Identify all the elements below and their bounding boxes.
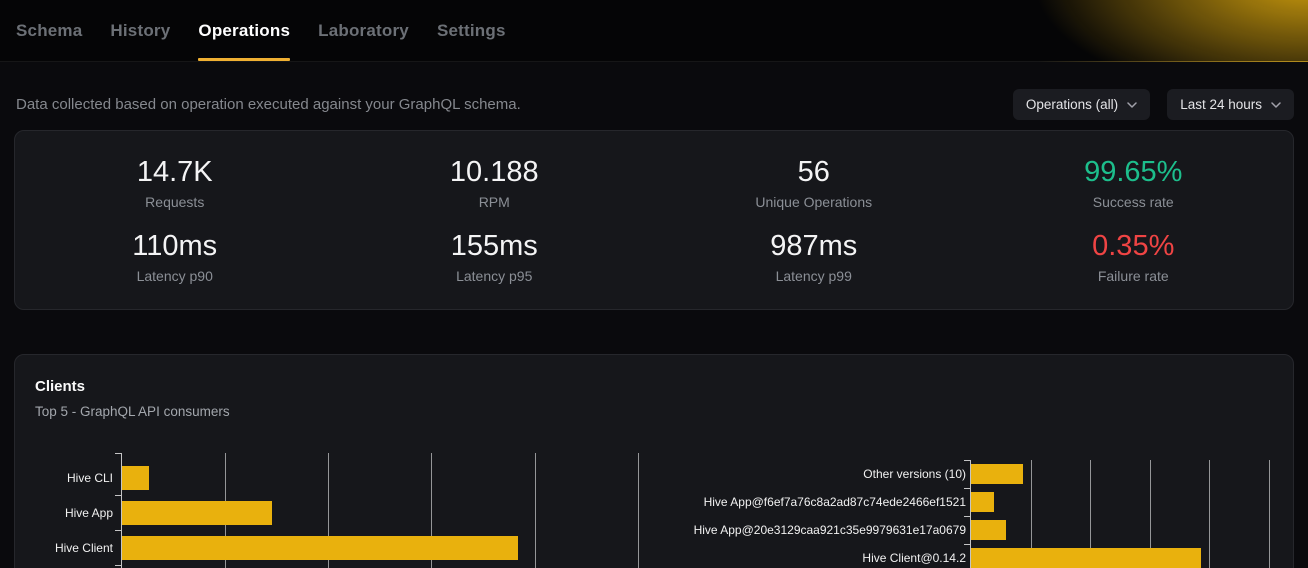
gridline: [534, 453, 536, 568]
chart-category-label: Hive App@20e3129caa921c35e9979631e17a067…: [693, 523, 966, 537]
tab-settings[interactable]: Settings: [436, 20, 506, 40]
tab-laboratory[interactable]: Laboratory: [318, 20, 409, 40]
stat-label: Requests: [145, 194, 205, 210]
stat-value: 155ms: [450, 230, 538, 262]
clients-card-subtitle: Top 5 - GraphQL API consumers: [35, 404, 230, 419]
stat-value: 56: [797, 156, 830, 188]
chart-plot-area: [115, 453, 648, 568]
operations-filter-label: Operations (all): [1025, 97, 1119, 112]
chart-row: [971, 544, 1287, 568]
operations-filter-dropdown[interactable]: Operations (all): [1012, 89, 1151, 120]
client-usage-bar[interactable]: [971, 520, 1006, 540]
gridline: [1209, 460, 1211, 568]
toolbar: Data collected based on operation execut…: [16, 89, 1294, 120]
client-usage-bar[interactable]: [122, 465, 149, 490]
client-usage-bar[interactable]: [971, 492, 994, 512]
stat-label: Latency p95: [456, 268, 533, 284]
stat-value: 99.65%: [1084, 156, 1183, 188]
gridline: [1269, 460, 1271, 568]
stat-latency-p90: 110ms Latency p90: [15, 229, 335, 285]
chart-category-label: Hive App@f6ef7a76c8a2ad87c74ede2466ef152…: [703, 495, 966, 509]
tab-operations[interactable]: Operations: [198, 0, 290, 61]
gridline: [431, 453, 433, 568]
gridline: [1149, 460, 1151, 568]
chart-row: [964, 460, 1287, 489]
tab-schema[interactable]: Schema: [16, 20, 83, 40]
chart-category-label: Hive Client@0.14.2: [862, 551, 966, 565]
stat-failure-rate: 0.35% Failure rate: [974, 229, 1294, 285]
stat-label: RPM: [478, 194, 510, 210]
stat-value: 110ms: [132, 230, 218, 262]
stat-value: 10.188: [449, 156, 539, 188]
clients-card-title: Clients: [35, 378, 86, 395]
gridline: [328, 453, 330, 568]
stat-value: 14.7K: [136, 156, 213, 188]
chart-row: [115, 460, 648, 496]
chart-row: [115, 530, 648, 566]
chart-row: [964, 516, 1287, 545]
stat-value: 987ms: [770, 230, 858, 262]
top-nav: Schema History Operations Laboratory Set…: [0, 0, 1308, 62]
stat-latency-p95: 155ms Latency p95: [335, 229, 655, 285]
time-range-label: Last 24 hours: [1180, 97, 1262, 112]
clients-by-version-chart: Other versions (10) Hive App@f6ef7a76c8a2…: [648, 460, 1287, 568]
chart-plot-area: [964, 460, 1287, 568]
stat-label: Failure rate: [1097, 268, 1169, 284]
chart-category-label: Hive Client: [54, 540, 113, 555]
stat-label: Latency p90: [136, 268, 213, 284]
stat-label: Unique Operations: [755, 194, 873, 210]
stat-value: 0.35%: [1092, 230, 1175, 262]
stat-unique-operations: 56 Unique Operations: [654, 155, 974, 211]
stat-label: Success rate: [1092, 194, 1174, 210]
gridline: [1030, 460, 1032, 568]
chart-row: [964, 488, 1287, 517]
page-description: Data collected based on operation execut…: [16, 96, 521, 113]
chart-category-label: Other versions (10): [863, 467, 966, 481]
gridline: [637, 453, 639, 568]
clients-by-name-chart: Hive CLI Hive App Hive Client: [35, 453, 648, 568]
client-usage-bar[interactable]: [971, 464, 1023, 484]
client-usage-bar[interactable]: [122, 535, 519, 560]
client-usage-bar[interactable]: [971, 548, 1201, 568]
gridline: [1090, 460, 1092, 568]
stat-label: Latency p99: [775, 268, 852, 284]
clients-card: Clients Top 5 - GraphQL API consumers Hi…: [14, 354, 1294, 568]
client-usage-bar[interactable]: [122, 500, 272, 525]
stat-latency-p99: 987ms Latency p99: [654, 229, 974, 285]
stat-requests: 14.7K Requests: [15, 155, 335, 211]
time-range-dropdown[interactable]: Last 24 hours: [1167, 89, 1294, 120]
stats-overview-card: 14.7K Requests 10.188 RPM 56 Unique Oper…: [14, 130, 1294, 310]
chevron-down-icon: [1127, 102, 1137, 108]
clients-charts: Hive CLI Hive App Hive Client Other versio…: [15, 453, 1293, 568]
chart-category-label: Hive App: [64, 505, 113, 520]
stat-rpm: 10.188 RPM: [335, 155, 655, 211]
chart-row: [115, 495, 648, 531]
chart-category-label: Hive CLI: [66, 470, 113, 485]
chevron-down-icon: [1271, 102, 1281, 108]
stat-success-rate: 99.65% Success rate: [974, 155, 1294, 211]
tab-history[interactable]: History: [110, 20, 171, 40]
